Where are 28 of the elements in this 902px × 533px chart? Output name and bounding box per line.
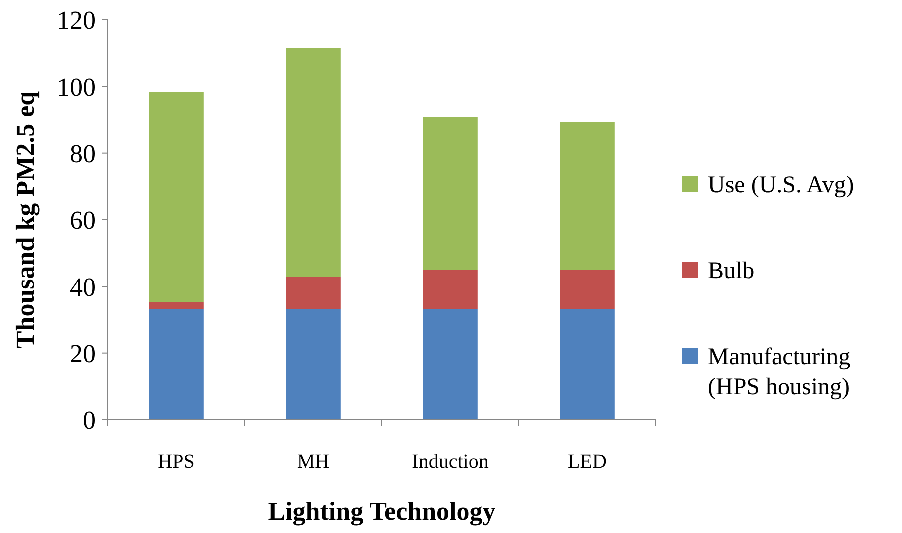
y-tick-label: 20 <box>70 339 96 368</box>
bar <box>423 309 478 420</box>
y-tick-label: 60 <box>70 206 96 236</box>
bar <box>149 309 204 420</box>
y-tick-label: 0 <box>83 406 96 436</box>
bar <box>286 309 341 420</box>
bar <box>423 270 478 309</box>
bar <box>560 309 615 420</box>
y-tick-label: 80 <box>70 139 96 168</box>
y-tick-label: 40 <box>70 272 96 302</box>
x-tick-label: Induction <box>412 451 489 473</box>
bar <box>149 302 204 309</box>
bar <box>423 117 478 270</box>
bar <box>286 277 341 309</box>
legend-label: Bulb <box>708 258 755 284</box>
x-axis-title: Lighting Technology <box>268 497 496 526</box>
x-tick-label: MH <box>297 451 330 473</box>
bar <box>560 122 615 270</box>
y-axis-title: Thousand kg PM2.5 eq <box>11 90 40 349</box>
x-tick-label: LED <box>568 451 607 473</box>
bar <box>286 48 341 277</box>
legend-label: Use (U.S. Avg) <box>708 172 854 198</box>
legend-label: Manufacturing (HPS housing) <box>708 344 851 400</box>
x-tick-label: HPS <box>158 451 195 473</box>
y-tick-label: 120 <box>57 6 96 36</box>
y-tick-label: 100 <box>57 72 96 102</box>
bar <box>560 270 615 309</box>
bar <box>149 92 204 302</box>
